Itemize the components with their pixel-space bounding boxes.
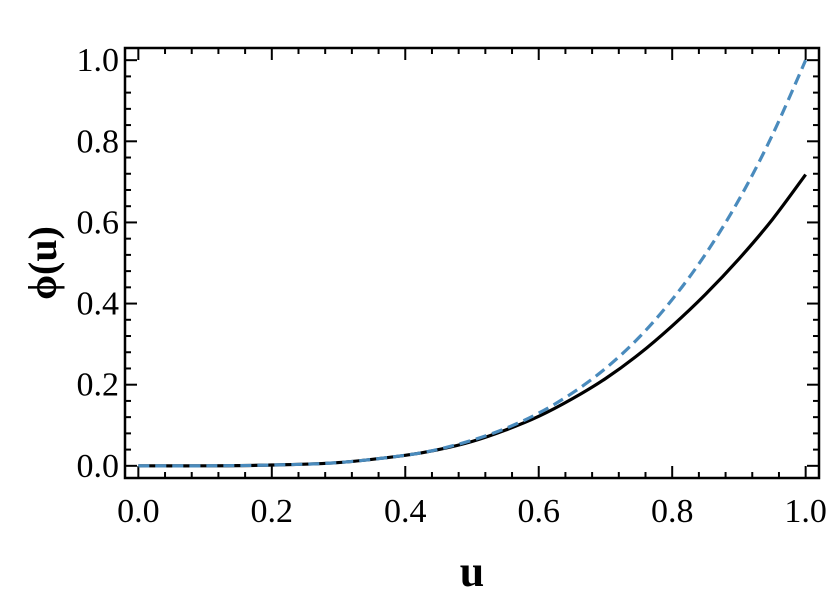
y-tick-labels: 0.0 0.2 0.4 0.6 0.8 1.0 xyxy=(77,42,120,485)
y-tick-label: 0.6 xyxy=(77,204,120,241)
plot-frame xyxy=(123,46,821,480)
x-axis-label: u xyxy=(460,547,484,596)
solid-series-line xyxy=(138,173,807,468)
y-tick-label: 0.0 xyxy=(77,448,120,485)
x-tick-label: 0.6 xyxy=(517,493,560,530)
x-tick-labels: 0.0 0.2 0.4 0.6 0.8 1.0 xyxy=(117,493,827,530)
ticks xyxy=(125,48,819,478)
y-axis-label: ϕ(u) xyxy=(20,226,65,300)
series-layer xyxy=(138,59,808,468)
x-tick-label: 0.2 xyxy=(251,493,294,530)
dashed-series-line xyxy=(138,59,808,468)
y-tick-label: 0.8 xyxy=(77,123,120,160)
x-tick-label: 0.0 xyxy=(117,493,160,530)
x-tick-label: 1.0 xyxy=(784,493,827,530)
y-tick-label: 0.4 xyxy=(77,286,120,323)
x-tick-label: 0.4 xyxy=(384,493,427,530)
y-tick-label: 0.2 xyxy=(77,367,120,404)
x-tick-label: 0.8 xyxy=(651,493,694,530)
y-tick-label: 1.0 xyxy=(77,42,120,79)
